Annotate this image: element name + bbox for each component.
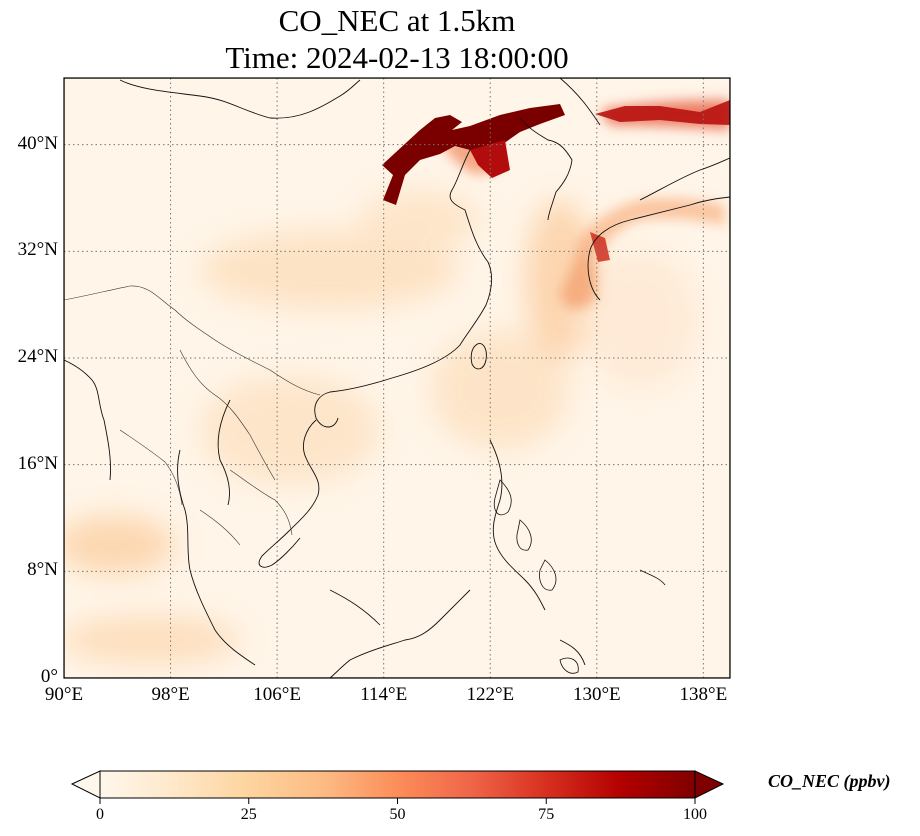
x-tick-label: 114°E [360,684,408,705]
y-tick-label: 24°N [17,346,58,367]
colorbar-extend-min [70,770,101,799]
y-tick-label: 40°N [17,132,58,154]
colorbar-label: CO_NEC (ppbv) [768,771,891,791]
country-borders [64,285,321,546]
colorbar-gradient [100,771,695,798]
x-tick-label: 90°E [44,684,84,705]
colorbar-extend-max [694,770,725,799]
map-title-line1: CO_NEC at 1.5km [278,3,516,38]
colorbar-tick-label: 0 [96,806,104,823]
map-title-line2: Time: 2024-02-13 18:00:00 [225,40,569,75]
colorbar-tick-label: 100 [683,806,707,823]
x-tick-label: 130°E [572,684,621,705]
y-tick-label: 8°N [27,559,58,581]
x-tick-label: 122°E [466,684,515,705]
colorbar-tick-label: 75 [538,806,555,823]
y-tick-label: 16°N [17,452,58,474]
x-tick-label: 98°E [151,684,190,705]
coastlines [64,78,730,678]
y-tick-label: 0° [40,666,58,687]
y-tick-label: 32°N [17,239,58,261]
colorbar [70,770,725,804]
graticule [64,78,730,678]
islands [329,479,666,674]
x-tick-label: 138°E [679,684,728,705]
colorbar-tick-label: 25 [240,806,257,823]
concentration-field [64,78,730,678]
x-tick-label: 106°E [253,684,301,705]
colorbar-tick-label: 50 [389,806,406,823]
